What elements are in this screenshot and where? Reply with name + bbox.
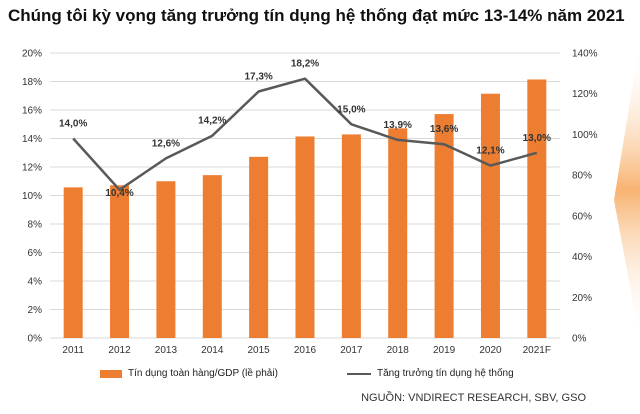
legend-label-line: Tăng trưởng tín dụng hệ thống	[377, 368, 514, 379]
right-tick-label: 120%	[572, 89, 598, 100]
bar	[156, 181, 176, 338]
right-tick-label: 60%	[572, 211, 592, 222]
bar	[110, 185, 130, 338]
legend-item-bar: Tín dụng toàn hàng/GDP (lề phải)	[100, 368, 278, 379]
x-tick-label: 2012	[108, 345, 131, 356]
left-tick-label: 6%	[28, 248, 43, 259]
legend-swatch-line	[347, 372, 371, 375]
x-tick-label: 2015	[248, 345, 271, 356]
left-tick-label: 0%	[28, 334, 43, 345]
x-tick-label: 2020	[479, 345, 502, 356]
right-tick-label: 80%	[572, 171, 592, 182]
bar	[527, 79, 547, 338]
line-data-label: 13,0%	[523, 133, 551, 144]
right-tick-label: 40%	[572, 252, 592, 263]
bar	[295, 136, 315, 338]
x-tick-label: 2016	[294, 345, 317, 356]
x-tick-label: 2011	[62, 345, 84, 356]
right-axis-ticks: 0% 20% 40% 60% 80% 100% 120% 140%	[572, 49, 598, 345]
x-tick-label: 2021F	[523, 345, 551, 356]
bar	[341, 134, 361, 338]
legend-swatch-bar	[100, 369, 122, 378]
bar	[434, 114, 454, 338]
line-data-label: 12,6%	[152, 138, 180, 149]
right-tick-label: 100%	[572, 130, 598, 141]
line-data-label: 12,1%	[476, 146, 504, 157]
left-tick-label: 16%	[22, 106, 42, 117]
bar	[388, 128, 408, 338]
chart-title: Chúng tôi kỳ vọng tăng trưởng tín dụng h…	[8, 6, 625, 25]
legend-item-line: Tăng trưởng tín dụng hệ thống	[347, 368, 514, 379]
bar	[480, 93, 500, 338]
legend-label-bar: Tín dụng toàn hàng/GDP (lề phải)	[128, 368, 278, 379]
left-tick-label: 10%	[22, 191, 42, 202]
legend: Tín dụng toàn hàng/GDP (lề phải) Tăng tr…	[0, 368, 640, 384]
left-tick-label: 12%	[22, 163, 42, 174]
side-decoration	[614, 40, 640, 340]
right-tick-label: 0%	[572, 334, 587, 345]
x-tick-label: 2017	[340, 345, 363, 356]
line-data-label: 13,9%	[384, 120, 412, 131]
line-data-label: 18,2%	[291, 59, 319, 70]
left-tick-label: 4%	[28, 277, 43, 288]
left-tick-label: 2%	[28, 305, 43, 316]
line-data-label: 14,2%	[198, 116, 226, 127]
x-tick-label: 2014	[201, 345, 224, 356]
left-tick-label: 20%	[22, 49, 42, 60]
right-tick-label: 140%	[572, 49, 598, 60]
left-tick-label: 18%	[22, 77, 42, 88]
bar	[202, 175, 222, 338]
left-tick-label: 8%	[28, 220, 43, 231]
left-tick-label: 14%	[22, 134, 42, 145]
right-tick-label: 20%	[572, 293, 592, 304]
line-data-label: 15,0%	[337, 104, 365, 115]
source-note: NGUỒN: VNDIRECT RESEARCH, SBV, GSO	[361, 392, 586, 404]
bar	[63, 187, 83, 338]
x-tick-label: 2019	[433, 345, 456, 356]
x-tick-label: 2013	[155, 345, 178, 356]
line-data-label: 10,4%	[105, 188, 133, 199]
credit-growth-line	[72, 77, 538, 192]
left-axis-ticks: 0% 2% 4% 6% 8% 10% 12% 14% 16% 18% 20%	[22, 49, 42, 345]
line-data-label: 14,0%	[59, 119, 87, 130]
x-axis-labels: 2011 2012 2013 2014 2015 2016 2017 2018 2019 2020…	[62, 345, 551, 356]
bar	[249, 156, 269, 338]
line-data-label: 17,3%	[244, 71, 272, 82]
line-data-labels: 14,0% 10,4% 12,6% 14,2% 17,3% 18,2% 15,0% 13,9%…	[59, 59, 551, 199]
x-tick-label: 2018	[387, 345, 410, 356]
line-data-label: 13,6%	[430, 124, 458, 135]
bar-series	[63, 79, 547, 338]
